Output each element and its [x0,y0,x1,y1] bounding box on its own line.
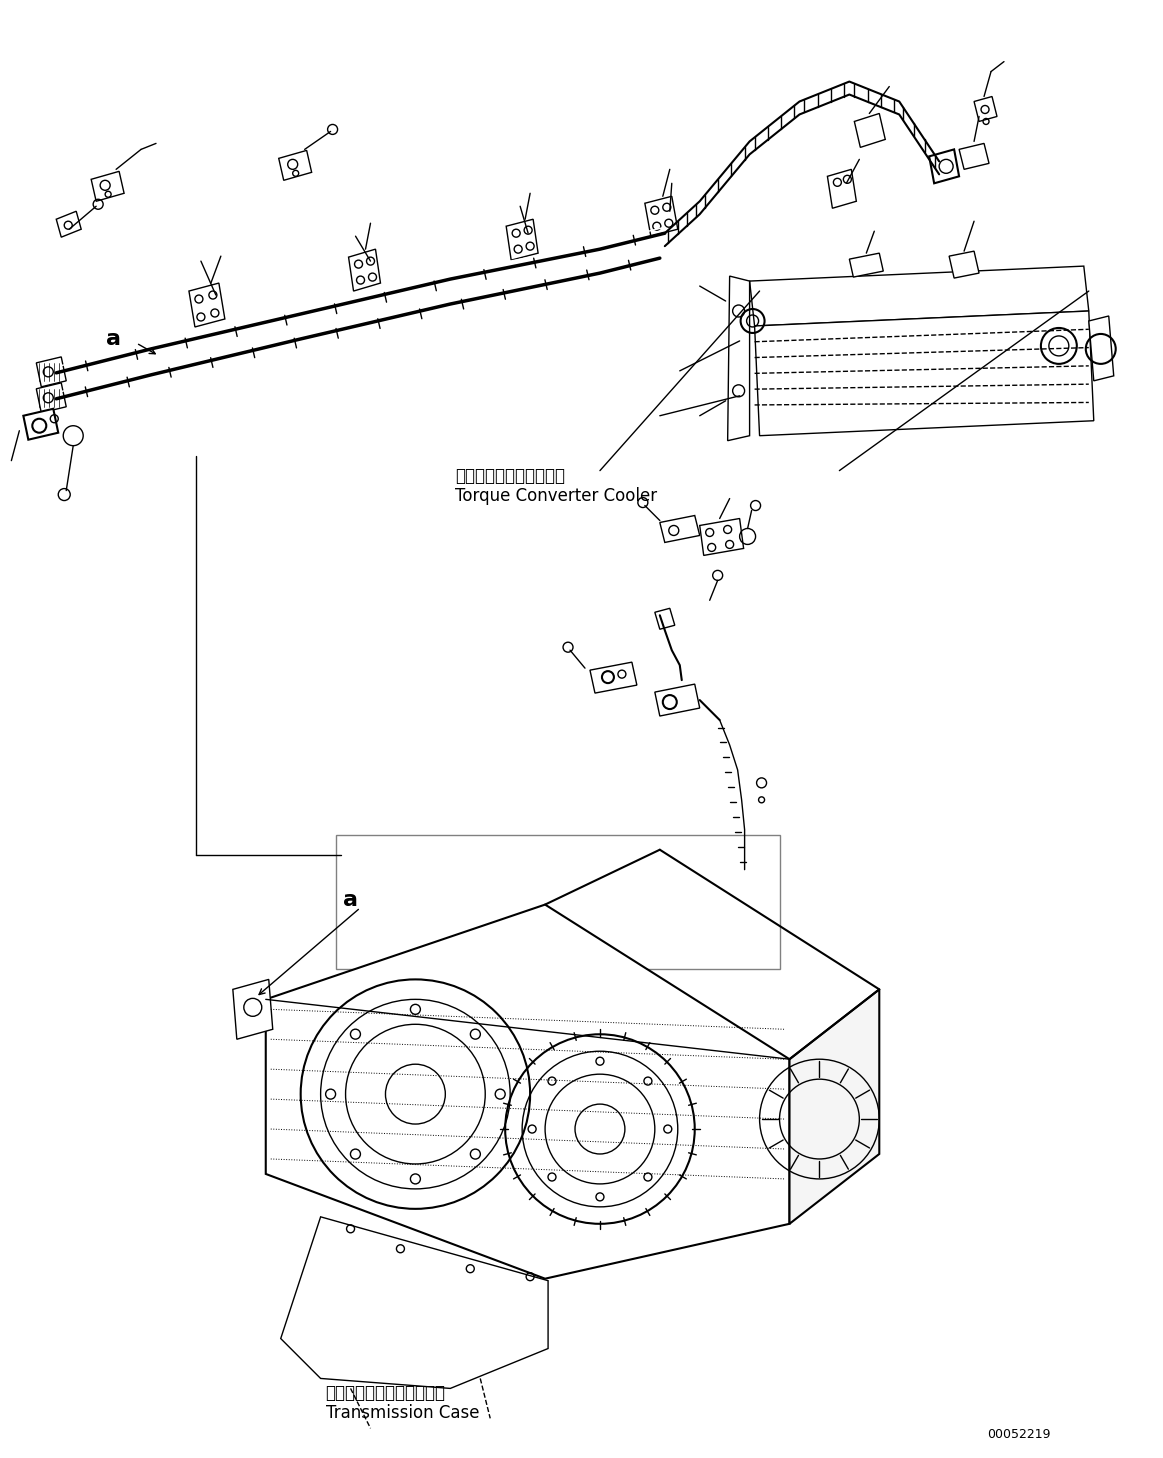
Polygon shape [855,114,885,147]
Text: 00052219: 00052219 [987,1429,1050,1442]
Polygon shape [233,980,273,1040]
Polygon shape [728,276,750,440]
Text: トルクコンバータクーラ: トルクコンバータクーラ [455,467,565,484]
Text: Torque Converter Cooler: Torque Converter Cooler [455,487,657,504]
Polygon shape [91,172,124,201]
Polygon shape [849,254,883,277]
Polygon shape [36,357,66,386]
Polygon shape [36,383,66,413]
Polygon shape [949,251,979,278]
Text: a: a [343,889,357,910]
Polygon shape [790,990,879,1223]
Polygon shape [975,96,997,121]
Polygon shape [929,149,959,184]
Polygon shape [750,267,1089,327]
Polygon shape [590,662,637,693]
Polygon shape [349,249,380,292]
Polygon shape [655,684,700,716]
Polygon shape [1089,316,1114,381]
Polygon shape [56,211,81,238]
Polygon shape [659,516,700,542]
Polygon shape [755,311,1093,436]
Text: トランスミッションケース: トランスミッションケース [326,1385,445,1403]
Polygon shape [506,219,538,260]
Polygon shape [266,904,790,1279]
Polygon shape [959,143,989,169]
Polygon shape [827,169,856,208]
Polygon shape [644,197,678,236]
Polygon shape [655,608,675,630]
Text: Transmission Case: Transmission Case [326,1404,479,1423]
Polygon shape [23,408,58,440]
Text: a: a [106,330,121,348]
Polygon shape [279,150,312,181]
Polygon shape [700,519,743,555]
Polygon shape [280,1217,548,1388]
Polygon shape [188,283,224,327]
